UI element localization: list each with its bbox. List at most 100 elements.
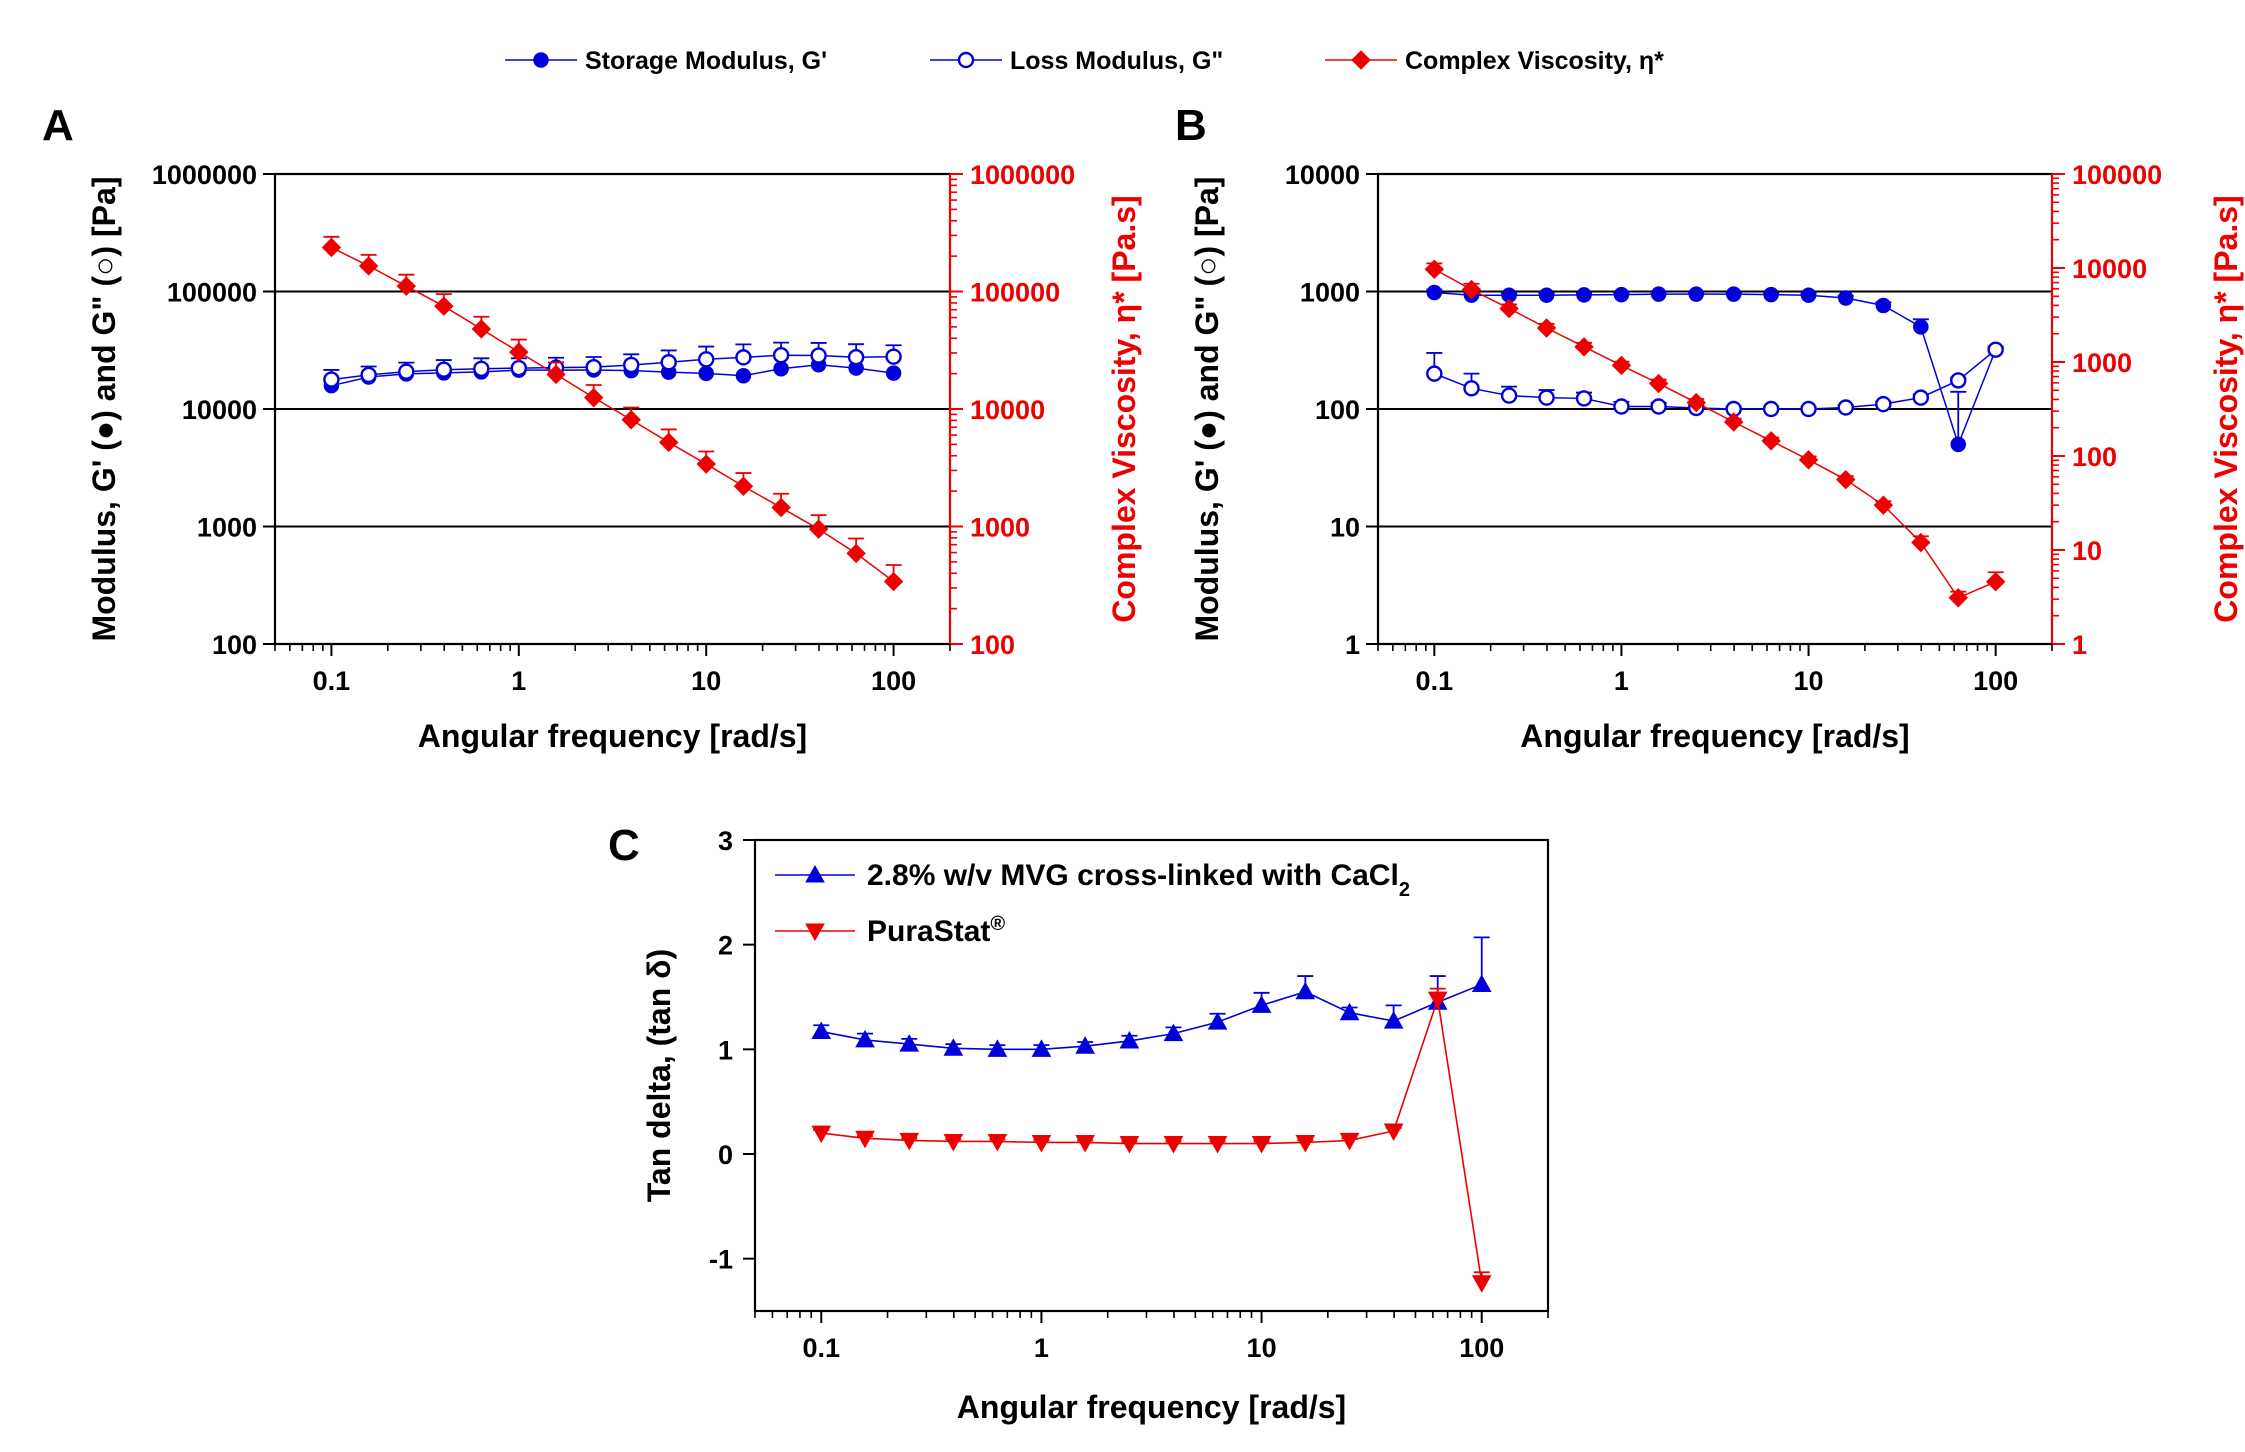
- data-point: [1686, 392, 1706, 413]
- data-point: [1207, 1136, 1228, 1154]
- x-axis-label: Angular frequency [rad/s]: [418, 718, 807, 754]
- data-point: [1688, 286, 1704, 302]
- y-tick-label: 1000: [197, 513, 257, 543]
- data-point: [510, 359, 528, 377]
- x-tick-label: 1: [1034, 1333, 1049, 1363]
- data-point: [811, 1021, 832, 1040]
- data-point: [772, 346, 790, 364]
- legend-marker: [805, 923, 825, 942]
- x-tick-label: 100: [1459, 1333, 1504, 1363]
- data-point: [659, 432, 679, 453]
- data-point: [1463, 380, 1480, 397]
- y-tick-label: -1: [709, 1245, 733, 1275]
- y-tick-label: 3: [718, 826, 733, 856]
- data-point: [808, 519, 829, 539]
- data-point: [899, 1034, 920, 1052]
- panel-label-a: A: [42, 101, 74, 150]
- data-point: [1723, 412, 1744, 432]
- y-tick-label: 100000: [167, 278, 257, 308]
- data-point: [1648, 373, 1669, 394]
- data-point: [1424, 259, 1445, 279]
- data-point: [585, 358, 602, 376]
- legend-label: PuraStat®: [867, 913, 1005, 948]
- series-line: [331, 354, 894, 381]
- series-line: [821, 998, 1483, 1283]
- data-point: [1471, 974, 1492, 992]
- y-axis-label: Modulus, G' (●) and G" (○) [Pa]: [1189, 177, 1225, 642]
- data-point: [1798, 450, 1819, 470]
- data-point: [1031, 1039, 1052, 1057]
- data-point: [1837, 290, 1854, 306]
- x-tick-label: 0.1: [313, 666, 351, 696]
- y-tick-label: 100: [1315, 395, 1360, 425]
- data-point: [1251, 1136, 1272, 1154]
- data-point: [1471, 1275, 1492, 1293]
- data-point: [811, 1125, 832, 1144]
- legend-label: Complex Viscosity, η*: [1405, 47, 1664, 75]
- data-point: [1499, 298, 1519, 319]
- data-point: [846, 543, 866, 564]
- y2-tick-label: 10000: [970, 395, 1045, 425]
- y-tick-label: 100: [212, 630, 257, 660]
- data-point: [1207, 1012, 1228, 1030]
- data-point: [1875, 297, 1892, 314]
- y2-axis-label: Complex Viscosity, η* [Pa.s]: [1106, 195, 1142, 622]
- data-point: [1575, 390, 1593, 407]
- y2-tick-label: 1000: [970, 513, 1030, 543]
- data-point: [434, 296, 454, 316]
- data-point: [885, 348, 902, 365]
- data-point: [696, 454, 716, 474]
- series-line: [1433, 268, 1996, 599]
- data-point: [733, 476, 754, 496]
- data-point: [1873, 495, 1894, 515]
- data-point: [1461, 279, 1482, 300]
- data-point: [1762, 400, 1780, 418]
- data-point: [855, 1130, 875, 1149]
- data-point: [1725, 286, 1742, 302]
- data-point: [1987, 341, 2004, 358]
- y2-tick-label: 10: [2072, 536, 2102, 566]
- series-2: [321, 235, 904, 592]
- data-point: [398, 363, 415, 380]
- data-point: [1913, 319, 1929, 335]
- plot-frame: [753, 838, 1550, 1313]
- y2-tick-label: 10000: [2072, 254, 2147, 284]
- data-point: [885, 365, 902, 381]
- legend-marker: [533, 52, 549, 68]
- data-point: [735, 349, 752, 366]
- panel-c-chart: -1 0 1 2 3 0.1 1 10 100 Angular frequency [rad/s]…: [641, 826, 1550, 1425]
- data-point: [847, 348, 865, 366]
- data-point: [943, 1133, 964, 1152]
- data-point: [883, 571, 904, 592]
- data-point: [660, 354, 677, 371]
- y2-tick-label: 100: [970, 630, 1015, 660]
- data-point: [1031, 1134, 1052, 1153]
- data-point: [1576, 287, 1592, 303]
- data-point: [435, 361, 453, 378]
- data-point: [810, 347, 827, 364]
- y-tick-label: 1000: [1300, 278, 1360, 308]
- data-point: [1075, 1036, 1096, 1054]
- data-point: [773, 361, 789, 377]
- y2-axis-label: Complex Viscosity, η* [Pa.s]: [2208, 195, 2244, 622]
- data-point: [546, 364, 566, 385]
- data-point: [1163, 1136, 1184, 1154]
- x-tick-label: 1: [511, 666, 526, 696]
- x-axis-label: Angular frequency [rad/s]: [957, 1389, 1346, 1425]
- y-axis-label: Modulus, G' (●) and G" (○) [Pa]: [86, 177, 122, 642]
- data-point: [1251, 995, 1272, 1013]
- panel-label-c: C: [608, 821, 640, 870]
- data-point: [1800, 287, 1817, 303]
- data-point: [1383, 1011, 1404, 1029]
- data-point: [1119, 1136, 1140, 1154]
- y-tick-label: 2: [718, 931, 733, 961]
- data-point: [771, 497, 791, 518]
- series-line: [821, 983, 1483, 1051]
- legend-label: Loss Modulus, G": [1010, 47, 1223, 75]
- data-point: [473, 360, 490, 377]
- series-line: [331, 246, 895, 583]
- data-point: [1985, 571, 2006, 592]
- data-point: [943, 1038, 964, 1056]
